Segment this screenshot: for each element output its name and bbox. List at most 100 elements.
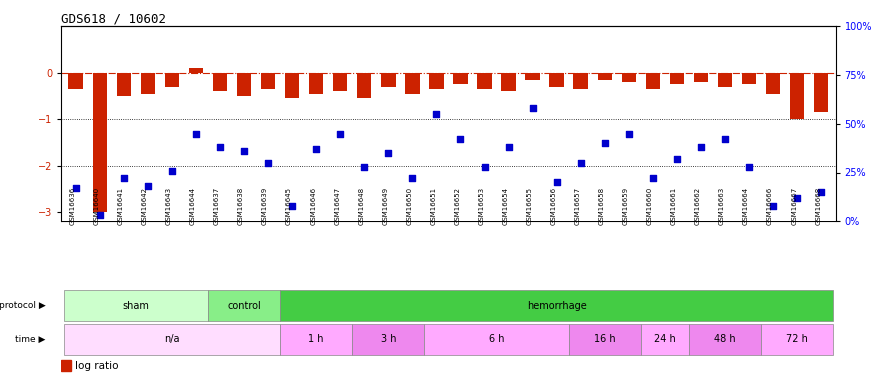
Point <box>333 130 347 136</box>
Text: 24 h: 24 h <box>654 334 676 344</box>
Point <box>357 164 371 170</box>
Bar <box>353 324 424 355</box>
Text: GSM16651: GSM16651 <box>430 186 437 225</box>
Text: GSM16649: GSM16649 <box>382 186 388 225</box>
Bar <box>761 324 833 355</box>
Bar <box>424 324 569 355</box>
Text: sham: sham <box>123 301 150 310</box>
Bar <box>333 73 347 91</box>
Bar <box>790 73 804 119</box>
Point <box>598 140 612 146</box>
Bar <box>93 73 107 212</box>
Text: GSM16663: GSM16663 <box>719 186 725 225</box>
Point <box>285 202 299 208</box>
Text: GSM16641: GSM16641 <box>118 186 123 225</box>
Bar <box>742 73 756 84</box>
Bar <box>382 73 396 87</box>
Point <box>430 111 444 117</box>
Bar <box>573 73 588 89</box>
Text: GSM16650: GSM16650 <box>406 186 412 225</box>
Text: GSM16662: GSM16662 <box>695 186 701 225</box>
Text: 72 h: 72 h <box>787 334 808 344</box>
Text: GSM16658: GSM16658 <box>598 186 605 225</box>
Text: GSM16643: GSM16643 <box>166 186 172 225</box>
Point <box>526 105 540 111</box>
Point <box>574 160 588 166</box>
Bar <box>357 73 372 98</box>
Text: GSM16636: GSM16636 <box>70 186 75 225</box>
Text: GSM16644: GSM16644 <box>190 187 196 225</box>
Bar <box>64 324 280 355</box>
Bar <box>718 73 732 87</box>
Bar <box>598 73 612 80</box>
Text: 3 h: 3 h <box>381 334 396 344</box>
Bar <box>814 73 829 112</box>
Point <box>766 202 780 208</box>
Point <box>718 136 732 142</box>
Point <box>501 144 515 150</box>
Point <box>141 183 155 189</box>
Text: GSM16656: GSM16656 <box>550 186 556 225</box>
Bar <box>64 290 208 321</box>
Text: GSM16646: GSM16646 <box>310 186 316 225</box>
Bar <box>213 73 228 91</box>
Point <box>550 179 564 185</box>
Point <box>261 160 275 166</box>
Text: GSM16668: GSM16668 <box>816 186 822 225</box>
Point <box>405 176 419 181</box>
Bar <box>261 73 276 89</box>
Point <box>164 168 178 174</box>
Text: GSM16661: GSM16661 <box>671 186 677 225</box>
Point <box>68 185 82 191</box>
Bar <box>405 73 420 94</box>
Point <box>189 130 203 136</box>
Point <box>815 189 829 195</box>
Bar <box>164 73 179 87</box>
Text: GSM16654: GSM16654 <box>502 187 508 225</box>
Text: time ▶: time ▶ <box>16 335 46 344</box>
Text: GDS618 / 10602: GDS618 / 10602 <box>61 12 166 25</box>
Text: 48 h: 48 h <box>714 334 736 344</box>
Text: n/a: n/a <box>164 334 179 344</box>
Bar <box>669 73 684 84</box>
Bar <box>430 73 444 89</box>
Point <box>622 130 636 136</box>
Text: GSM16652: GSM16652 <box>454 187 460 225</box>
Text: log ratio: log ratio <box>75 361 119 371</box>
Bar <box>640 324 689 355</box>
Bar <box>689 324 761 355</box>
Bar <box>116 73 131 96</box>
Point <box>646 176 660 181</box>
Point <box>309 146 323 152</box>
Bar <box>61 360 71 371</box>
Bar <box>453 73 467 84</box>
Bar <box>569 324 640 355</box>
Bar <box>280 324 353 355</box>
Bar <box>208 290 280 321</box>
Point <box>116 176 130 181</box>
Point <box>453 136 467 142</box>
Point <box>790 195 804 201</box>
Text: GSM16645: GSM16645 <box>286 187 292 225</box>
Text: GSM16642: GSM16642 <box>142 187 148 225</box>
Text: GSM16666: GSM16666 <box>767 186 774 225</box>
Bar <box>501 73 515 91</box>
Text: GSM16637: GSM16637 <box>214 186 220 225</box>
Point <box>213 144 227 150</box>
Text: GSM16667: GSM16667 <box>791 186 797 225</box>
Bar <box>237 73 251 96</box>
Point <box>694 144 708 150</box>
Text: 16 h: 16 h <box>594 334 616 344</box>
Point <box>237 148 251 154</box>
Point <box>742 164 756 170</box>
Text: GSM16647: GSM16647 <box>334 186 340 225</box>
Point <box>93 212 107 218</box>
Bar <box>477 73 492 89</box>
Text: protocol ▶: protocol ▶ <box>0 301 46 310</box>
Bar <box>285 73 299 98</box>
Bar <box>309 73 324 94</box>
Text: 6 h: 6 h <box>489 334 504 344</box>
Text: GSM16639: GSM16639 <box>262 186 268 225</box>
Text: GSM16648: GSM16648 <box>358 186 364 225</box>
Bar <box>68 73 83 89</box>
